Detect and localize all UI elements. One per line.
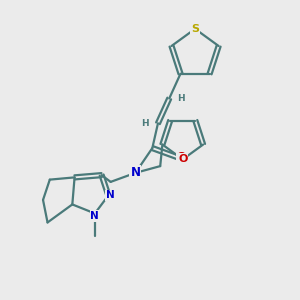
Text: O: O bbox=[177, 152, 186, 162]
Text: N: N bbox=[106, 190, 115, 200]
Text: N: N bbox=[130, 167, 140, 179]
Text: S: S bbox=[191, 24, 199, 34]
Text: H: H bbox=[141, 119, 148, 128]
Text: O: O bbox=[178, 154, 188, 164]
Text: N: N bbox=[91, 211, 99, 221]
Text: H: H bbox=[177, 94, 184, 103]
